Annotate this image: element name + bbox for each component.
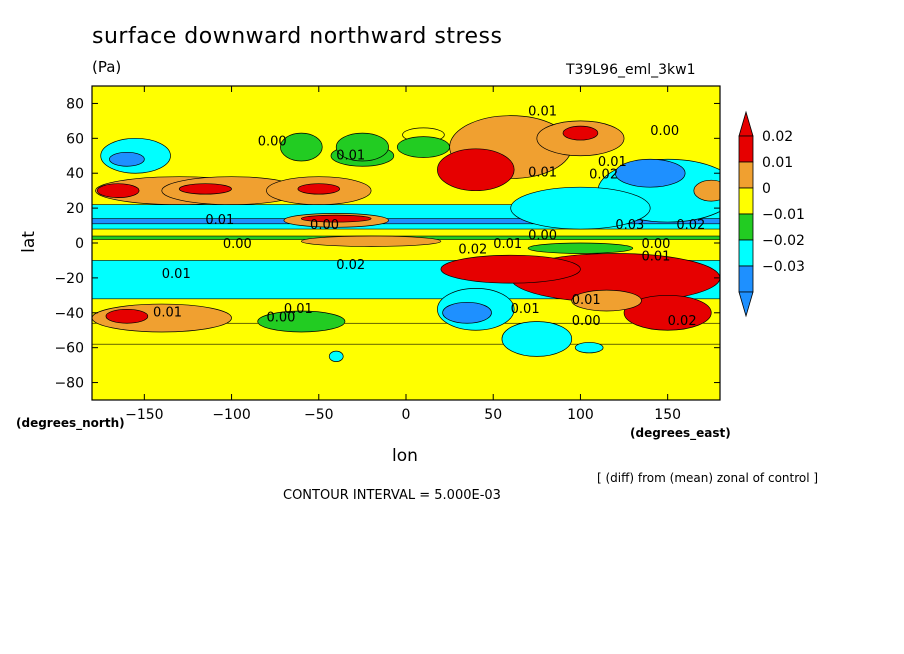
contour-feature bbox=[562, 125, 599, 141]
contour-label: 0.01 bbox=[205, 213, 234, 228]
contour-label: 0.01 bbox=[528, 105, 557, 120]
run-id-label: T39L96_eml_3kw1 bbox=[566, 62, 696, 78]
colorbar-label: 0.01 bbox=[762, 155, 793, 171]
colorbar-swatch bbox=[738, 135, 754, 163]
x-tick-label: −150 bbox=[125, 407, 163, 423]
contour-feature bbox=[442, 301, 492, 324]
diff-note: [ (diff) from (mean) zonal of control ] bbox=[597, 471, 819, 485]
colorbar-swatch bbox=[738, 187, 754, 215]
y-tick-label: 20 bbox=[66, 201, 84, 217]
colorbar-label: 0.02 bbox=[762, 129, 793, 145]
contour-label: 0.00 bbox=[258, 134, 287, 149]
colorbar-swatch bbox=[738, 161, 754, 189]
colorbar-arrow-top bbox=[738, 110, 754, 137]
y-unit-label: (degrees_north) bbox=[16, 416, 125, 430]
colorbar-label: −0.03 bbox=[762, 259, 805, 275]
contour-label: 0.00 bbox=[223, 237, 252, 252]
colorbar-swatch bbox=[738, 265, 754, 293]
contour-label: 0.01 bbox=[336, 148, 365, 163]
contour-label: 0.03 bbox=[615, 218, 644, 233]
contour-feature bbox=[437, 148, 515, 192]
contour-feature bbox=[440, 254, 581, 284]
colorbar-label: 0 bbox=[762, 181, 771, 197]
contour-feature bbox=[623, 294, 712, 331]
contour-label: 0.01 bbox=[642, 249, 671, 264]
contour-feature bbox=[614, 158, 686, 188]
contour-label: 0.00 bbox=[642, 237, 671, 252]
contour-label: 0.01 bbox=[162, 267, 191, 282]
contour-feature bbox=[297, 183, 341, 195]
colorbar-arrow-bottom bbox=[738, 291, 754, 318]
contour-feature bbox=[109, 151, 145, 167]
contour-label: 0.01 bbox=[493, 237, 522, 252]
x-tick-label: 100 bbox=[567, 407, 594, 423]
contour-label: 0.02 bbox=[336, 258, 365, 273]
contour-interval: CONTOUR INTERVAL = 5.000E-03 bbox=[283, 488, 501, 503]
contour-feature bbox=[501, 321, 573, 357]
contour-feature bbox=[693, 179, 720, 202]
contour-label: 0.02 bbox=[676, 218, 705, 233]
y-tick-label: 80 bbox=[66, 96, 84, 112]
contour-feature bbox=[300, 235, 442, 247]
x-unit-label: (degrees_east) bbox=[630, 426, 731, 440]
contour-feature bbox=[527, 242, 634, 254]
chart-title: surface downward northward stress bbox=[92, 24, 503, 49]
contour-feature bbox=[257, 310, 346, 333]
y-tick-label: −20 bbox=[54, 271, 84, 287]
y-axis-label: lat bbox=[18, 231, 39, 253]
contour-field bbox=[92, 86, 720, 400]
y-tick-label: −40 bbox=[54, 306, 84, 322]
contour-label: 0.01 bbox=[528, 166, 557, 181]
contour-label: 0.00 bbox=[650, 124, 679, 139]
contour-feature bbox=[328, 350, 344, 362]
contour-label: 0.01 bbox=[153, 305, 182, 320]
colorbar-label: −0.01 bbox=[762, 207, 805, 223]
contour-label: 0.02 bbox=[458, 242, 487, 257]
y-tick-label: −80 bbox=[54, 376, 84, 392]
contour-band bbox=[92, 218, 720, 225]
contour-label: 0.01 bbox=[511, 302, 540, 317]
contour-feature bbox=[574, 342, 604, 354]
contour-feature bbox=[178, 183, 232, 195]
x-axis: −150 −100 −50 0 50 100 150 bbox=[125, 86, 681, 423]
contour-feature bbox=[510, 186, 651, 230]
x-axis-label: lon bbox=[392, 446, 418, 466]
contour-label: 0.00 bbox=[528, 229, 557, 244]
x-tick-label: 150 bbox=[654, 407, 681, 423]
colorbar-swatch bbox=[738, 213, 754, 241]
contour-feature bbox=[300, 214, 372, 223]
contour-label: 0.00 bbox=[266, 311, 295, 326]
contour-feature bbox=[571, 289, 642, 312]
y-tick-label: 40 bbox=[66, 166, 84, 182]
colorbar: 0.02 0.01 0 −0.01 −0.02 −0.03 bbox=[738, 110, 805, 318]
contour-label: 0.01 bbox=[598, 155, 627, 170]
y-tick-label: 60 bbox=[66, 131, 84, 147]
y-tick-label: −60 bbox=[54, 341, 84, 357]
contour-feature bbox=[96, 183, 140, 198]
colorbar-label: −0.02 bbox=[762, 233, 805, 249]
contour-label: 0.00 bbox=[572, 314, 601, 329]
contour-feature bbox=[396, 136, 450, 158]
contour-feature bbox=[280, 132, 323, 162]
y-tick-label: 0 bbox=[75, 236, 84, 252]
contour-label: 0.02 bbox=[668, 314, 697, 329]
y-axis: 80 60 40 20 0 −20 −40 −60 −80 bbox=[54, 96, 720, 392]
contour-feature bbox=[105, 308, 149, 324]
contour-feature bbox=[335, 132, 389, 162]
units-label: (Pa) bbox=[92, 58, 122, 76]
x-tick-label: −100 bbox=[212, 407, 250, 423]
contour-label: 0.00 bbox=[310, 218, 339, 233]
x-tick-label: −50 bbox=[304, 407, 334, 423]
contour-labels: 0.010.000.010.000.010.020.010.01 0.000.00… bbox=[153, 105, 705, 329]
contour-label: 0.01 bbox=[572, 293, 601, 308]
x-tick-label: 0 bbox=[402, 407, 411, 423]
contour-label: 0.02 bbox=[589, 167, 618, 182]
x-tick-label: 50 bbox=[484, 407, 502, 423]
colorbar-swatch bbox=[738, 239, 754, 267]
contour-label: 0.01 bbox=[284, 302, 313, 317]
